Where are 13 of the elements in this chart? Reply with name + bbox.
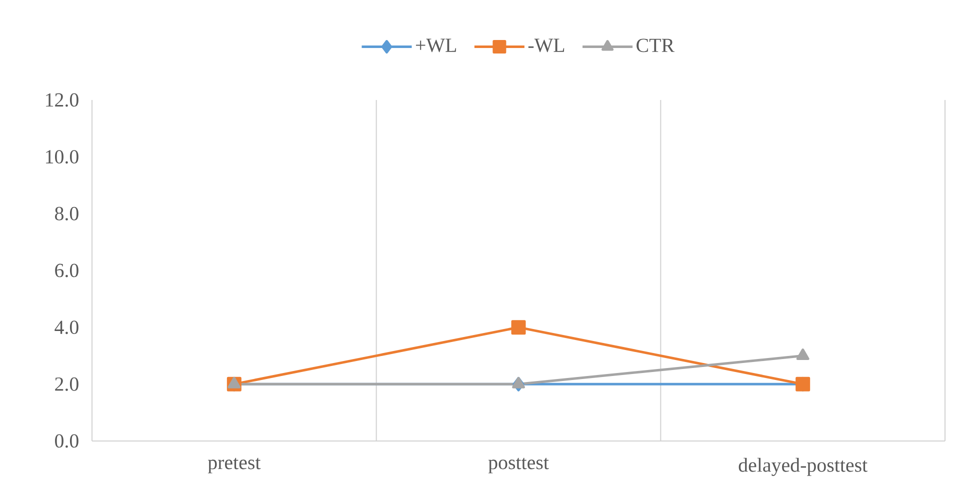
y-tick-label: 6.0 [55,264,78,278]
legend-label: CTR [636,38,675,52]
y-tick-label: 10.0 [46,150,78,164]
y-tick-label: 4.0 [54,320,78,334]
x-tick-label: pretest [208,458,261,474]
y-tick-label: 2.0 [55,377,78,391]
legend-label: +WL [416,38,456,52]
x-tick-label: delayed-posttest [738,458,868,476]
legend-label: -WL [528,38,564,52]
x-tick-label: posttest [488,458,549,474]
y-tick-label: 0.0 [55,434,78,448]
y-tick-label: 12.0 [46,93,78,107]
y-tick-label: 8.0 [55,206,78,220]
